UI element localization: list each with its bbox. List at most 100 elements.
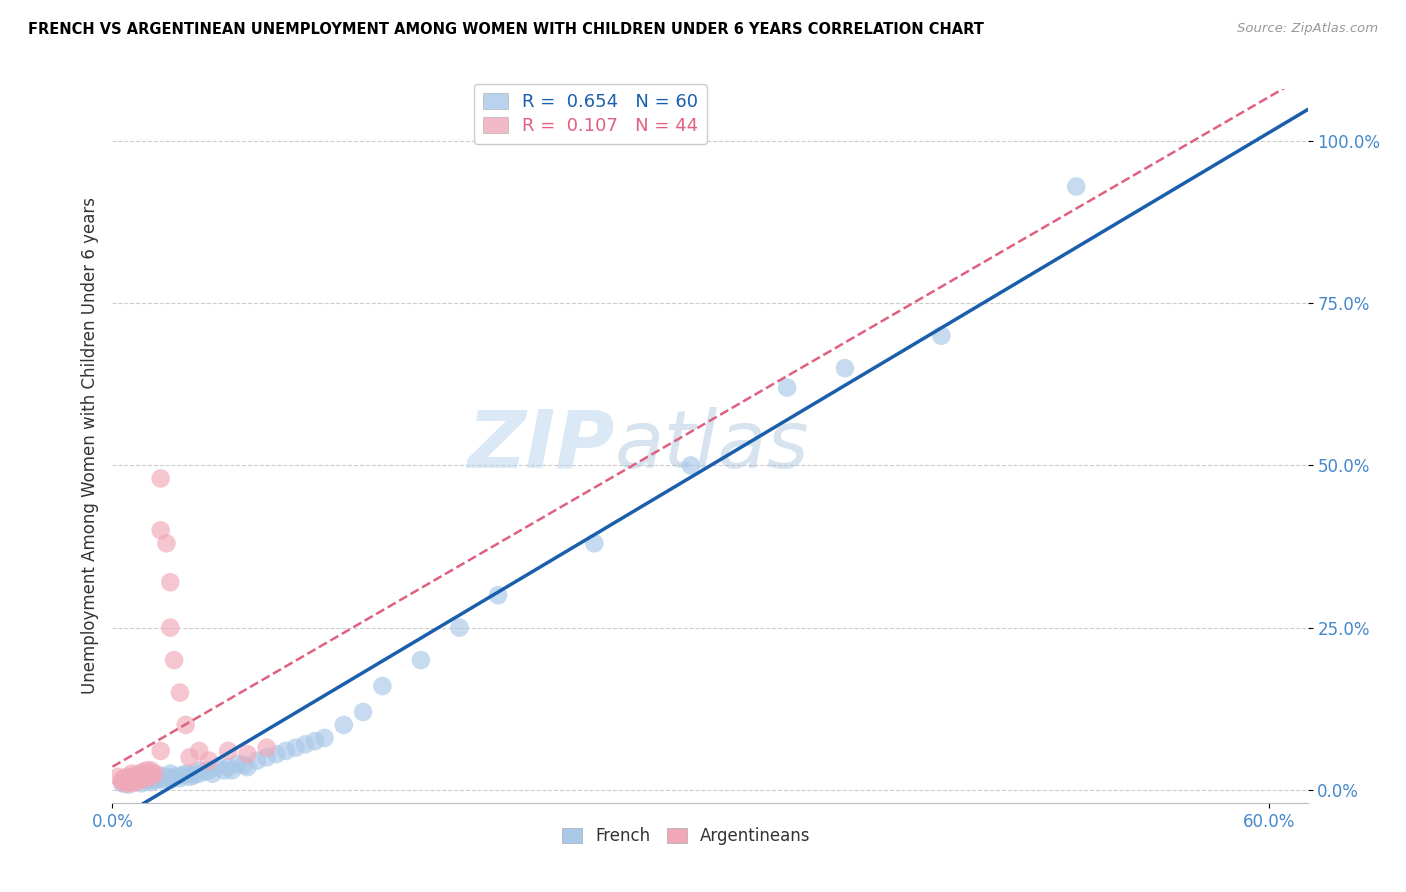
Point <box>143 766 166 780</box>
Point <box>121 776 143 790</box>
Point <box>159 773 181 788</box>
Point <box>131 771 153 785</box>
Point <box>149 471 172 485</box>
Point <box>931 328 953 343</box>
Point <box>1064 179 1087 194</box>
Point <box>132 764 155 779</box>
Point <box>139 764 162 778</box>
Point <box>371 679 394 693</box>
Point <box>155 536 177 550</box>
Point <box>115 776 138 790</box>
Point <box>136 773 159 788</box>
Point <box>194 764 217 779</box>
Point <box>163 653 186 667</box>
Point <box>143 773 166 788</box>
Point <box>149 768 172 782</box>
Point <box>155 770 177 784</box>
Point <box>149 744 172 758</box>
Point <box>304 734 326 748</box>
Text: atlas: atlas <box>614 407 810 485</box>
Point <box>294 738 316 752</box>
Point <box>131 773 153 788</box>
Point <box>124 771 146 785</box>
Point <box>188 766 211 780</box>
Point <box>149 771 172 785</box>
Point <box>679 458 702 473</box>
Point <box>221 764 243 778</box>
Point <box>159 575 181 590</box>
Point <box>121 773 143 788</box>
Point <box>174 718 197 732</box>
Point <box>583 536 606 550</box>
Point <box>314 731 336 745</box>
Point <box>111 776 134 790</box>
Point <box>117 773 139 788</box>
Point <box>449 621 471 635</box>
Point <box>409 653 432 667</box>
Point <box>183 768 205 782</box>
Legend: French, Argentineans: French, Argentineans <box>555 821 817 852</box>
Point <box>139 775 162 789</box>
Point <box>169 685 191 699</box>
Point <box>159 621 181 635</box>
Point <box>117 778 139 792</box>
Point <box>217 760 239 774</box>
Point <box>131 776 153 790</box>
Point <box>149 773 172 788</box>
Point <box>143 770 166 784</box>
Point <box>201 766 224 780</box>
Point <box>159 771 181 785</box>
Point <box>169 771 191 785</box>
Point <box>188 764 211 778</box>
Point <box>179 770 201 784</box>
Point <box>131 768 153 782</box>
Point <box>163 770 186 784</box>
Point <box>214 764 236 778</box>
Point <box>121 773 143 788</box>
Point <box>124 775 146 789</box>
Point <box>217 744 239 758</box>
Point <box>131 770 153 784</box>
Point <box>136 770 159 784</box>
Point <box>776 381 799 395</box>
Point <box>118 771 141 785</box>
Point <box>256 750 278 764</box>
Point <box>174 766 197 780</box>
Point <box>198 764 221 778</box>
Point <box>246 754 269 768</box>
Point <box>136 764 159 778</box>
Point <box>124 768 146 782</box>
Point <box>159 766 181 780</box>
Point <box>139 768 162 782</box>
Point <box>333 718 356 732</box>
Point <box>139 771 162 785</box>
Point <box>352 705 374 719</box>
Point <box>266 747 288 761</box>
Y-axis label: Unemployment Among Women with Children Under 6 years: Unemployment Among Women with Children U… <box>80 197 98 695</box>
Point <box>136 766 159 780</box>
Point <box>188 744 211 758</box>
Point <box>236 760 259 774</box>
Point <box>139 766 162 780</box>
Point <box>207 760 229 774</box>
Point <box>111 773 134 788</box>
Point <box>198 754 221 768</box>
Point <box>179 750 201 764</box>
Point <box>124 771 146 785</box>
Point <box>284 740 307 755</box>
Point <box>236 747 259 761</box>
Text: FRENCH VS ARGENTINEAN UNEMPLOYMENT AMONG WOMEN WITH CHILDREN UNDER 6 YEARS CORRE: FRENCH VS ARGENTINEAN UNEMPLOYMENT AMONG… <box>28 22 984 37</box>
Point <box>128 770 150 784</box>
Point <box>226 756 249 771</box>
Point <box>117 775 139 789</box>
Point <box>256 740 278 755</box>
Point <box>131 773 153 788</box>
Point <box>107 770 129 784</box>
Point <box>121 775 143 789</box>
Point <box>111 775 134 789</box>
Text: Source: ZipAtlas.com: Source: ZipAtlas.com <box>1237 22 1378 36</box>
Point <box>232 758 254 772</box>
Point <box>117 770 139 784</box>
Point <box>121 770 143 784</box>
Point <box>128 766 150 780</box>
